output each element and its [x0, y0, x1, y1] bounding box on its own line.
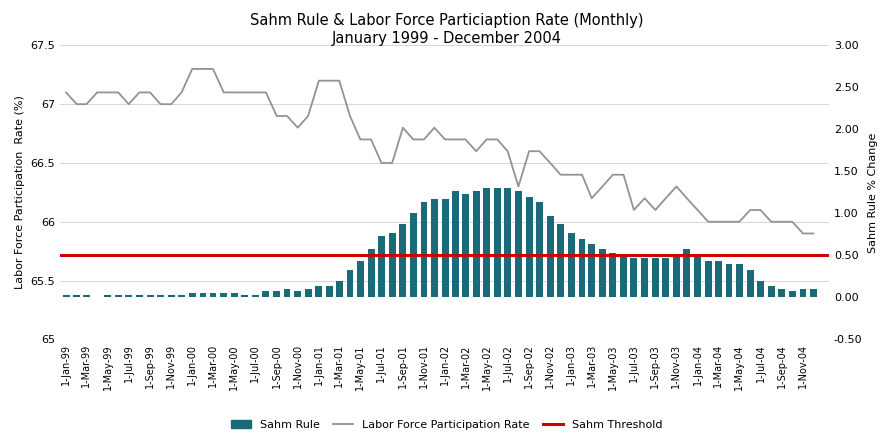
Bar — [346, 270, 354, 297]
Bar — [483, 188, 490, 297]
Bar — [378, 236, 385, 297]
Bar — [83, 295, 90, 297]
Bar — [579, 238, 586, 297]
Bar — [505, 188, 511, 297]
Bar — [263, 291, 270, 297]
Bar — [673, 255, 680, 297]
Bar — [146, 295, 154, 297]
Bar — [557, 224, 564, 297]
Bar — [472, 191, 480, 297]
Bar — [494, 188, 501, 297]
Bar — [368, 249, 374, 297]
Bar — [663, 258, 669, 297]
Bar — [221, 293, 227, 297]
Bar — [725, 264, 732, 297]
Bar — [526, 197, 532, 297]
Bar — [104, 295, 111, 297]
Bar — [453, 191, 459, 297]
Bar — [410, 213, 417, 297]
Bar — [178, 295, 185, 297]
Bar — [399, 224, 406, 297]
Bar — [694, 255, 701, 297]
Bar — [199, 293, 206, 297]
Bar — [388, 233, 396, 297]
Bar — [799, 289, 806, 297]
Bar — [125, 295, 132, 297]
Bar — [714, 261, 722, 297]
Bar — [779, 289, 785, 297]
Bar — [295, 291, 301, 297]
Y-axis label: Labor Force Participation  Rate (%): Labor Force Participation Rate (%) — [15, 95, 25, 289]
Bar — [188, 293, 196, 297]
Bar — [273, 290, 280, 297]
Bar — [747, 270, 754, 297]
Bar — [515, 191, 522, 297]
Bar — [357, 261, 363, 297]
Bar — [284, 289, 290, 297]
Bar — [305, 289, 312, 297]
Bar — [252, 295, 259, 297]
Bar — [210, 293, 216, 297]
Bar — [620, 255, 627, 297]
Bar — [641, 258, 648, 297]
Bar — [789, 291, 796, 297]
Bar — [609, 253, 616, 297]
Bar — [157, 295, 164, 297]
Bar — [536, 202, 543, 297]
Bar — [652, 258, 659, 297]
Bar — [168, 295, 175, 297]
Bar — [136, 295, 143, 297]
Bar — [547, 216, 554, 297]
Line: Labor Force Participation Rate: Labor Force Participation Rate — [66, 69, 814, 234]
Bar — [599, 249, 605, 297]
Bar — [73, 295, 80, 297]
Bar — [442, 199, 448, 297]
Bar — [588, 245, 595, 297]
Bar — [431, 199, 438, 297]
Bar — [63, 295, 70, 297]
Bar — [768, 286, 774, 297]
Bar — [630, 258, 638, 297]
Bar — [568, 233, 575, 297]
Bar — [326, 286, 333, 297]
Bar — [315, 286, 322, 297]
Text: Sahm Rule & Labor Force Particiaption Rate (Monthly)
January 1999 - December 200: Sahm Rule & Labor Force Particiaption Ra… — [250, 13, 643, 46]
Bar — [705, 261, 712, 297]
Bar — [241, 295, 248, 297]
Bar — [115, 295, 121, 297]
Bar — [462, 194, 469, 297]
Bar — [810, 289, 817, 297]
Y-axis label: Sahm Rule % Change: Sahm Rule % Change — [868, 132, 878, 253]
Bar — [736, 264, 743, 297]
Bar — [757, 281, 764, 297]
Bar — [336, 281, 343, 297]
Bar — [421, 202, 428, 297]
Bar — [683, 249, 690, 297]
Bar — [230, 293, 238, 297]
Legend: Sahm Rule, Labor Force Participation Rate, Sahm Threshold: Sahm Rule, Labor Force Participation Rat… — [227, 415, 666, 434]
